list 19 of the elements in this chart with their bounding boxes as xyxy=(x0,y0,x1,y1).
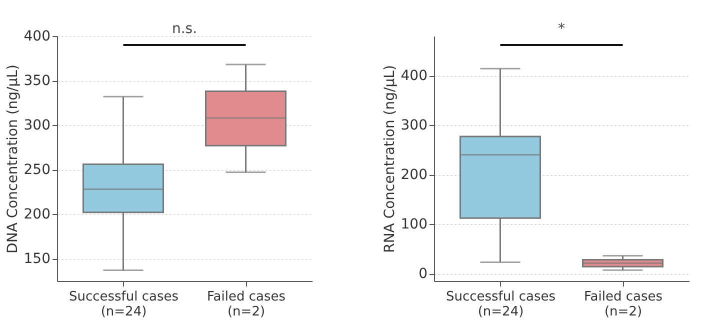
y-tick-label: 300 xyxy=(24,118,50,134)
annotation: * xyxy=(558,21,565,37)
x-tick-label: Failed cases (n=2) xyxy=(584,290,663,320)
y-tick-label: 400 xyxy=(400,68,428,84)
y-tick-label: 400 xyxy=(24,28,50,44)
y-tick-label: 100 xyxy=(400,216,428,233)
y-tick-label: 0 xyxy=(418,266,428,282)
annotation: n.s. xyxy=(172,21,198,37)
y-tick-label: 300 xyxy=(400,118,428,134)
y-tick-label: 200 xyxy=(24,206,50,223)
y-tick-label: 250 xyxy=(24,162,50,178)
x-tick-label: Successful cases (n=24) xyxy=(446,290,556,320)
y-tick-label: 350 xyxy=(24,73,50,90)
y-tick-label: 200 xyxy=(400,167,428,184)
y-axis-title: DNA Concentration (ng/μL) xyxy=(4,64,21,254)
x-tick-label: Successful cases (n=24) xyxy=(68,290,179,320)
x-tick-label: Failed cases (n=2) xyxy=(206,290,286,320)
y-axis-title: RNA Concentration (ng/μL) xyxy=(382,65,398,253)
y-tick-label: 150 xyxy=(24,251,50,268)
